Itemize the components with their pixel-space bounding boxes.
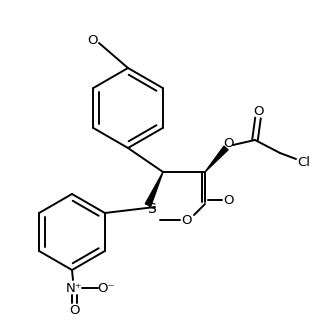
Text: Cl: Cl [297,156,311,168]
Text: O⁻: O⁻ [97,281,115,295]
Text: O: O [181,213,191,226]
Polygon shape [145,172,163,206]
Text: O: O [223,194,233,206]
Text: O: O [223,137,233,149]
Polygon shape [205,146,228,172]
Text: S: S [148,202,156,216]
Text: N⁺: N⁺ [66,281,82,295]
Text: O: O [69,305,79,317]
Text: O: O [88,33,98,46]
Text: O: O [254,105,264,118]
